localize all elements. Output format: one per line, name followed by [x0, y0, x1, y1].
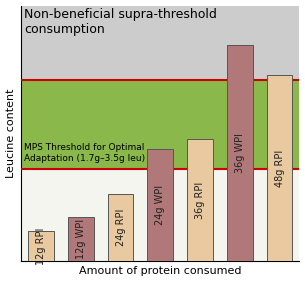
X-axis label: Amount of protein consumed: Amount of protein consumed — [79, 266, 242, 276]
Text: Non-beneficial supra-threshold
consumption: Non-beneficial supra-threshold consumpti… — [24, 8, 217, 36]
Text: 12g RPI: 12g RPI — [36, 227, 46, 265]
Bar — [68, 217, 94, 261]
Text: MPS Threshold for Optimal
Adaptation (1.7g–3.5g leu): MPS Threshold for Optimal Adaptation (1.… — [24, 143, 145, 163]
Bar — [28, 231, 54, 261]
Bar — [147, 149, 173, 261]
Text: 24g WPI: 24g WPI — [155, 185, 165, 225]
Text: 12g WPI: 12g WPI — [76, 219, 86, 259]
Text: 36g RPI: 36g RPI — [195, 181, 205, 219]
Bar — [108, 193, 134, 261]
Bar — [227, 45, 253, 261]
Text: 36g WPI: 36g WPI — [235, 133, 245, 173]
Text: 24g RPI: 24g RPI — [116, 208, 126, 246]
Bar — [21, 6, 300, 80]
Bar — [267, 75, 292, 261]
Y-axis label: Leucine content: Leucine content — [5, 89, 16, 178]
Bar — [21, 169, 300, 261]
Bar — [187, 139, 213, 261]
Bar — [21, 80, 300, 169]
Text: 48g RPI: 48g RPI — [274, 149, 285, 187]
